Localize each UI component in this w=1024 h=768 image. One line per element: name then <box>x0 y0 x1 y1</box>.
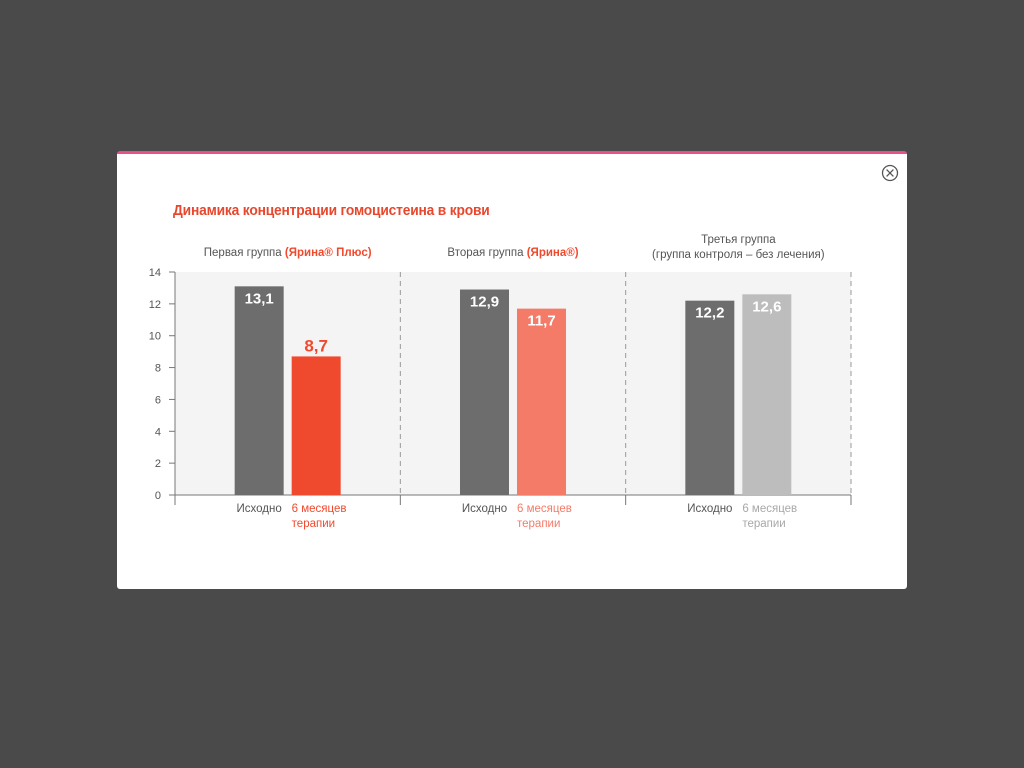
close-circle-icon <box>881 164 899 182</box>
x-category-label: 6 месяцев <box>292 503 347 515</box>
x-category-label: Исходно <box>687 503 732 515</box>
y-tick-label: 2 <box>155 458 161 470</box>
y-tick-label: 8 <box>155 363 161 375</box>
bar-baseline <box>234 286 284 495</box>
group-header-name: Вторая группа <box>447 247 526 259</box>
y-tick-label: 4 <box>155 426 161 438</box>
group-header: Третья группа <box>701 234 776 246</box>
group-header-name: Первая группа <box>204 247 285 259</box>
y-tick-label: 6 <box>155 394 161 406</box>
bar-baseline <box>460 289 509 495</box>
group-header: Вторая группа (Ярина®) <box>447 247 578 259</box>
y-tick-label: 14 <box>149 267 161 279</box>
bar-value-label: 12,9 <box>470 294 499 311</box>
chart-title: Динамика концентрации гомоцистеина в кро… <box>173 202 490 219</box>
x-category-label: 6 месяцев <box>517 503 572 515</box>
group-header-subtitle: (группа контроля – без лечения) <box>652 249 825 261</box>
x-category-label: 6 месяцев <box>742 503 797 515</box>
bar-value-label: 12,2 <box>695 305 724 322</box>
group-header: Первая группа (Ярина® Плюс) <box>204 247 372 259</box>
bar-value-label: 8,7 <box>304 336 328 355</box>
group-header-drug: (Ярина®) <box>527 247 579 259</box>
bar-after-therapy <box>291 356 341 495</box>
plot-area <box>175 272 851 495</box>
bar-baseline <box>685 300 735 495</box>
bar-after-therapy <box>742 294 792 495</box>
bar-after-therapy <box>517 308 566 495</box>
bar-value-label: 12,6 <box>752 298 781 315</box>
y-tick-label: 0 <box>155 490 161 502</box>
bar-chart: 0 2 4 6 8 10 12 14 Первая группа (Ярина® Плюс) 13… <box>149 234 852 530</box>
bar-value-label: 11,7 <box>527 313 555 330</box>
x-category-label: Исходно <box>462 503 507 515</box>
x-category-label-line2: терапии <box>742 518 785 530</box>
chart-modal: Динамика концентрации гомоцистеина в кро… <box>117 151 907 589</box>
group-header-drug: (Ярина® Плюс) <box>285 247 372 259</box>
x-category-label-line2: терапии <box>517 518 560 530</box>
y-tick-label: 12 <box>149 299 161 311</box>
y-tick-label: 10 <box>149 331 161 343</box>
close-button[interactable] <box>881 164 899 182</box>
x-category-label-line2: терапии <box>292 518 335 530</box>
bar-value-label: 13,1 <box>245 290 274 307</box>
x-category-label: Исходно <box>237 503 282 515</box>
